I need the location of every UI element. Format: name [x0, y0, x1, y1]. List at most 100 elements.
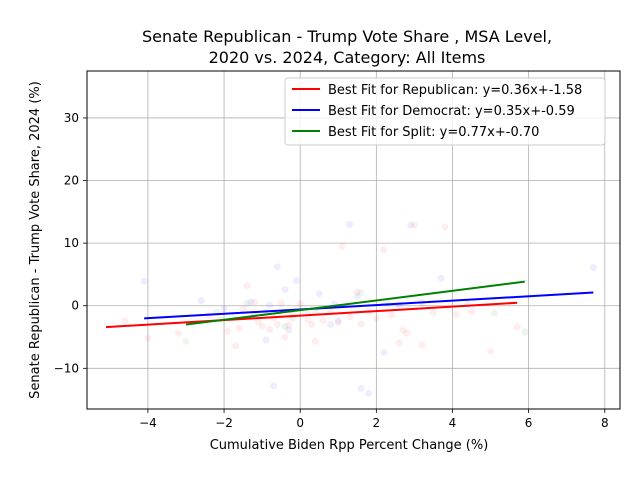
- data-point: [334, 317, 342, 325]
- data-point: [464, 300, 472, 308]
- data-point: [395, 339, 403, 347]
- data-point: [262, 336, 270, 344]
- data-point: [231, 342, 239, 350]
- fit-line: [185, 280, 525, 326]
- data-point: [327, 309, 335, 317]
- data-point: [346, 220, 354, 228]
- y-tick-label: 30: [64, 111, 79, 125]
- x-tick-label: 2: [373, 416, 381, 430]
- data-point: [384, 299, 392, 307]
- data-point: [197, 297, 205, 305]
- x-tick-label: 6: [525, 416, 533, 430]
- data-point: [273, 321, 281, 328]
- data-point: [277, 299, 285, 307]
- data-point: [452, 310, 460, 318]
- x-tick-label: −2: [215, 416, 233, 430]
- data-point: [380, 246, 388, 254]
- data-point: [243, 299, 251, 307]
- data-point: [247, 298, 255, 306]
- data-point: [315, 290, 323, 298]
- legend-label: Best Fit for Democrat: y=0.35x+-0.59: [328, 104, 575, 119]
- data-point: [403, 329, 411, 337]
- data-point: [266, 301, 274, 309]
- data-point: [311, 337, 319, 345]
- chart-title-line2: 2020 vs. 2024, Category: All Items: [209, 48, 486, 67]
- data-point: [410, 221, 418, 229]
- data-point: [285, 321, 293, 329]
- data-point: [487, 347, 495, 355]
- data-point: [353, 288, 361, 296]
- data-point: [296, 300, 304, 308]
- data-point: [399, 326, 407, 334]
- data-point: [121, 317, 129, 325]
- y-tick-label: 0: [71, 299, 79, 313]
- data-point: [319, 316, 327, 324]
- data-point: [521, 328, 529, 336]
- data-point: [388, 311, 396, 319]
- data-point: [270, 382, 278, 390]
- data-point: [365, 389, 373, 397]
- data-point: [334, 319, 342, 327]
- data-point: [258, 322, 266, 330]
- data-point: [281, 285, 289, 293]
- data-point: [418, 341, 426, 349]
- y-tick-label: 10: [64, 236, 79, 250]
- data-point: [407, 221, 415, 229]
- data-point: [251, 298, 259, 306]
- data-point: [589, 264, 597, 272]
- data-point: [285, 326, 293, 334]
- x-tick-label: 4: [449, 416, 457, 430]
- y-tick-label: −10: [54, 361, 79, 375]
- fit-line: [144, 291, 594, 320]
- y-axis-ticks: −10 0 10 20 30: [54, 111, 87, 375]
- plot-frame: [86, 70, 621, 410]
- data-point: [468, 307, 476, 315]
- legend-label: Best Fit for Republican: y=0.36x+-1.58: [328, 83, 582, 98]
- y-axis-label: Senate Republican - Trump Vote Share, 20…: [28, 81, 43, 399]
- y-tick-label: 20: [64, 174, 79, 188]
- x-tick-label: −4: [139, 416, 157, 430]
- data-point: [380, 349, 388, 357]
- data-point: [304, 315, 312, 323]
- data-point: [292, 277, 300, 285]
- data-point: [224, 327, 232, 335]
- legend-label: Best Fit for Split: y=0.77x+-0.70: [328, 125, 539, 140]
- data-point: [308, 321, 316, 328]
- x-tick-label: 8: [601, 416, 609, 430]
- data-point: [441, 223, 449, 231]
- data-point: [182, 337, 190, 345]
- legend-box: [284, 77, 606, 146]
- data-point: [327, 321, 335, 328]
- data-point: [357, 320, 365, 328]
- data-point: [235, 324, 243, 332]
- data-point: [338, 242, 346, 250]
- x-tick-label: 0: [296, 416, 304, 430]
- data-point: [353, 292, 361, 300]
- data-point: [372, 314, 380, 322]
- data-point: [429, 309, 437, 317]
- data-point: [357, 289, 365, 297]
- fit-line: [105, 301, 518, 329]
- data-point: [281, 322, 289, 330]
- data-point: [243, 282, 251, 290]
- x-axis-label: Cumulative Biden Rpp Percent Change (%): [210, 438, 489, 453]
- data-point: [254, 318, 262, 326]
- data-points: [121, 220, 597, 397]
- data-point: [490, 309, 498, 317]
- data-point: [220, 305, 228, 313]
- x-axis-ticks: −4 −2 0 2 4 6 8: [139, 409, 609, 430]
- data-point: [239, 305, 247, 313]
- data-point: [174, 329, 182, 337]
- data-point: [357, 384, 365, 392]
- data-point: [140, 277, 148, 285]
- data-point: [273, 263, 281, 271]
- data-point: [266, 326, 274, 334]
- legend: Best Fit for Republican: y=0.36x+-1.58 Be…: [284, 77, 606, 146]
- chart-title-line1: Senate Republican - Trump Vote Share , M…: [142, 27, 552, 46]
- data-point: [513, 323, 521, 331]
- data-point: [144, 334, 152, 342]
- data-point: [281, 333, 289, 341]
- fit-lines: [105, 280, 594, 329]
- data-point: [437, 274, 445, 282]
